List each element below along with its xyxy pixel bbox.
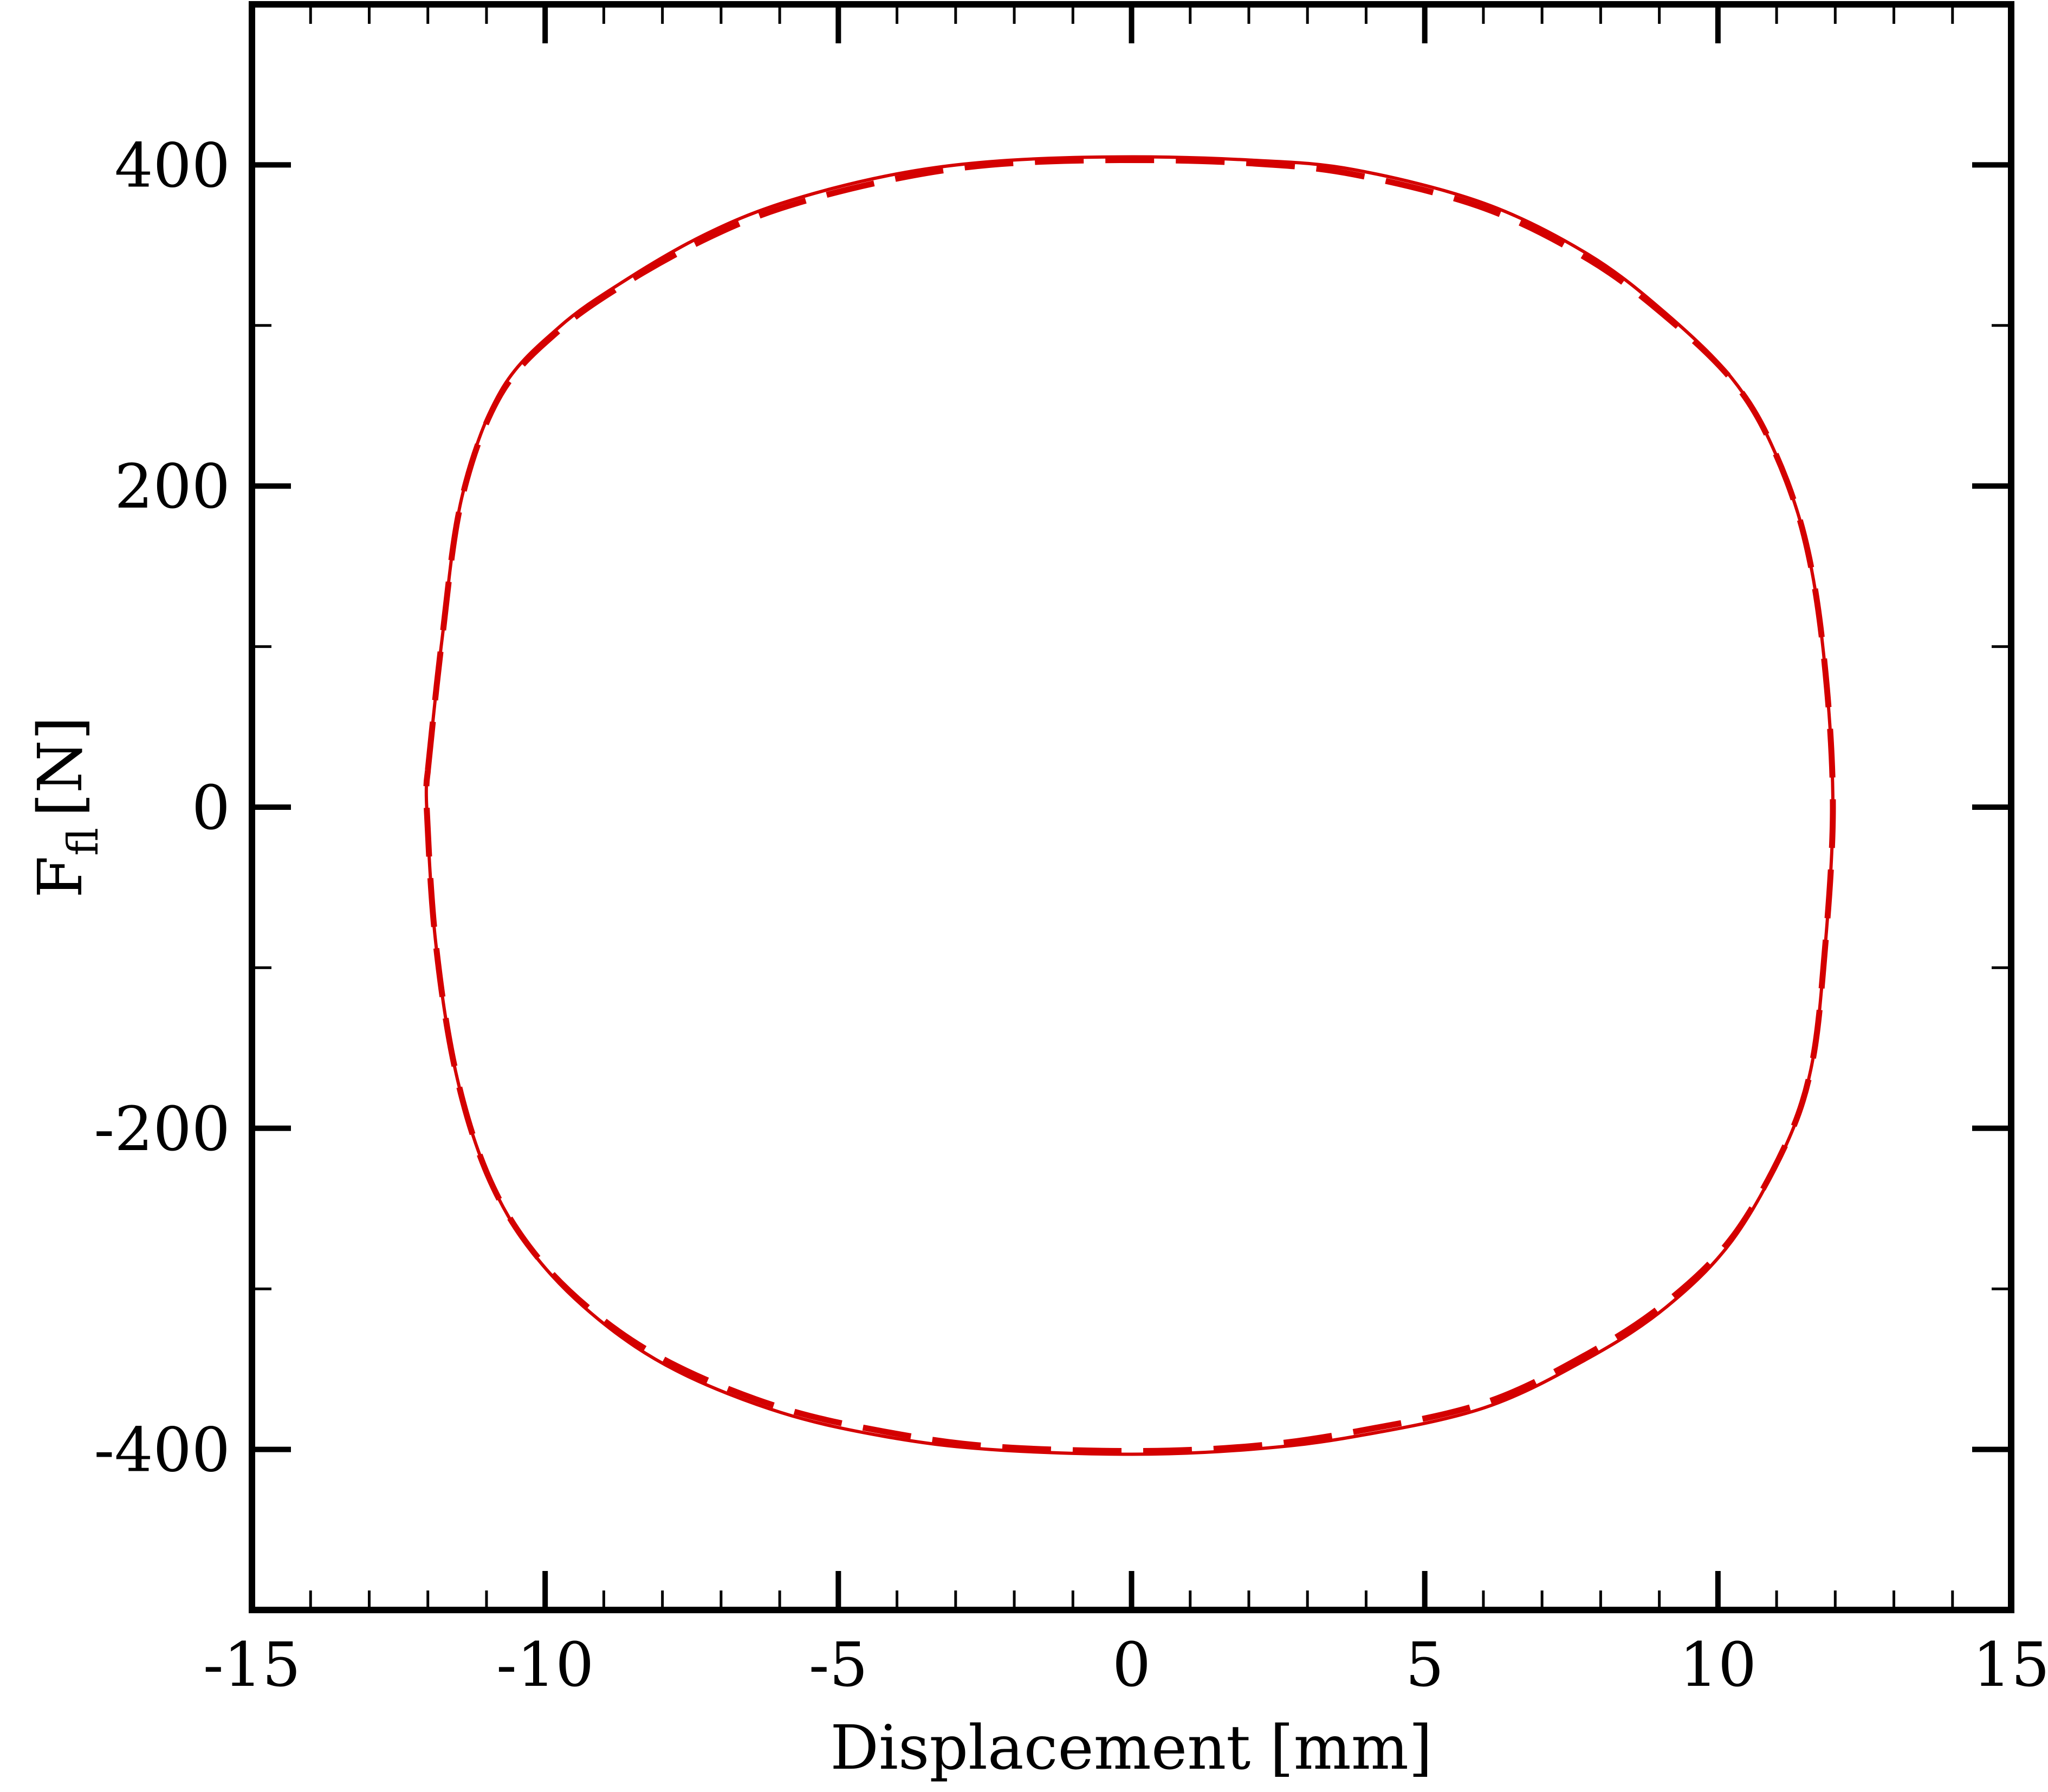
plot-frame (249, 1, 2014, 1613)
y-label-main: F (25, 856, 96, 898)
data-line (423, 157, 1836, 1455)
x-axis-label: Displacement [mm] (830, 1713, 1432, 1783)
y-label-unit: [N] (25, 716, 96, 816)
x-tick-label: 10 (1680, 1630, 1757, 1700)
y-tick-label: 200 (114, 452, 230, 522)
data-line (424, 155, 1835, 1456)
x-tick-label: -5 (809, 1630, 868, 1700)
y-label-sub: fl (59, 828, 108, 856)
x-tick-label: 0 (1112, 1630, 1151, 1700)
y-tick-label: 0 (192, 773, 230, 843)
y-tick-label: 400 (114, 131, 230, 201)
y-tick-label: -400 (94, 1416, 230, 1486)
x-tick-label: 5 (1405, 1630, 1444, 1700)
y-axis-label: Ffl [N] (25, 716, 108, 898)
x-tick-label: 15 (1973, 1630, 2048, 1700)
x-tick-label: -10 (496, 1630, 594, 1700)
y-tick-label: -200 (94, 1094, 230, 1165)
x-tick-label: -15 (203, 1630, 301, 1700)
